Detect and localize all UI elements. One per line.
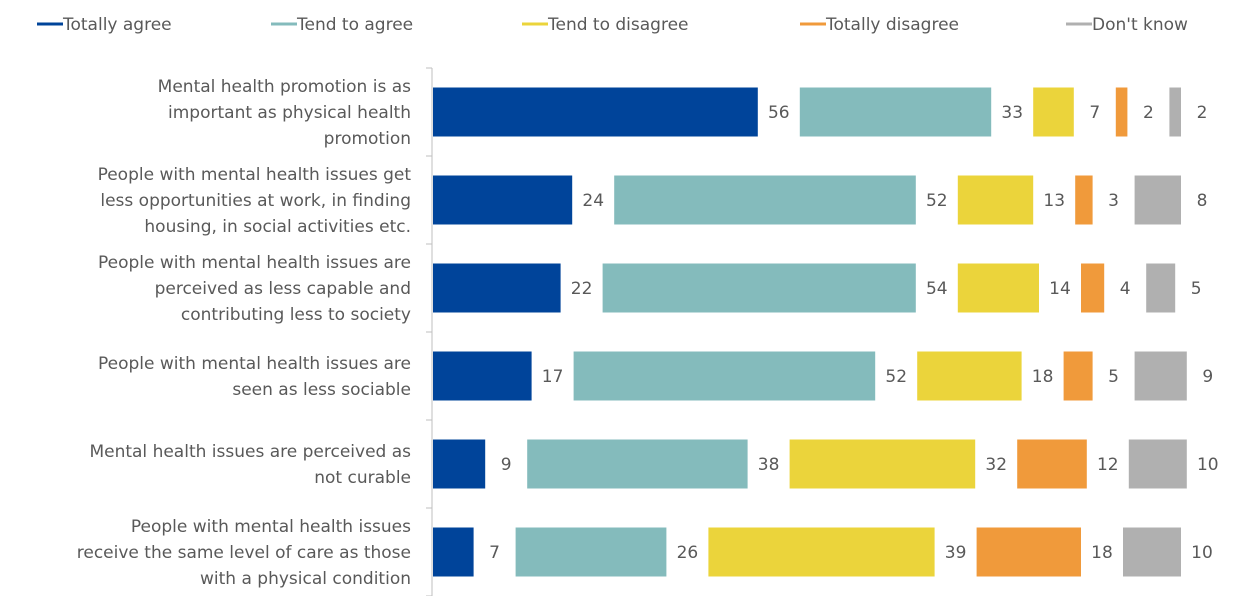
bar-totally-agree bbox=[433, 527, 474, 577]
legend-label-don-t-know: Don't know bbox=[1092, 15, 1188, 35]
data-label-totally-agree: 24 bbox=[582, 191, 604, 211]
bar-totally-agree bbox=[433, 175, 573, 225]
bar-totally-agree bbox=[433, 263, 561, 313]
data-label-don-t-know: 5 bbox=[1191, 279, 1202, 299]
legend-label-tend-to-disagree: Tend to disagree bbox=[547, 15, 689, 35]
data-label-totally-disagree: 12 bbox=[1097, 455, 1119, 475]
data-label-tend-to-disagree: 13 bbox=[1043, 191, 1065, 211]
bar-tend-to-agree bbox=[602, 263, 916, 313]
data-label-totally-disagree: 5 bbox=[1108, 367, 1119, 387]
data-label-tend-to-agree: 38 bbox=[758, 455, 780, 475]
bar-totally-agree bbox=[433, 439, 486, 489]
data-label-totally-agree: 56 bbox=[768, 103, 790, 123]
data-label-totally-agree: 17 bbox=[542, 367, 564, 387]
bar-tend-to-disagree bbox=[957, 175, 1034, 225]
data-label-totally-disagree: 4 bbox=[1120, 279, 1131, 299]
data-label-don-t-know: 9 bbox=[1202, 367, 1213, 387]
category-label: Mental health issues are perceived as not… bbox=[89, 442, 411, 488]
data-label-don-t-know: 2 bbox=[1197, 103, 1208, 123]
bar-don-t-know bbox=[1128, 439, 1187, 489]
bar-don-t-know bbox=[1169, 87, 1181, 137]
bar-tend-to-agree bbox=[527, 439, 748, 489]
bar-tend-to-disagree bbox=[789, 439, 976, 489]
bar-tend-to-agree bbox=[515, 527, 667, 577]
data-label-tend-to-agree: 26 bbox=[677, 543, 699, 563]
data-label-tend-to-agree: 52 bbox=[885, 367, 907, 387]
data-label-tend-to-agree: 54 bbox=[926, 279, 948, 299]
bar-tend-to-disagree bbox=[708, 527, 935, 577]
bar-totally-disagree bbox=[976, 527, 1081, 577]
data-label-don-t-know: 8 bbox=[1197, 191, 1208, 211]
category-label: Mental health promotion is as important a… bbox=[158, 77, 411, 149]
legend-label-tend-to-agree: Tend to agree bbox=[296, 15, 413, 35]
bars: 56 33 7 2 224 52 13 3 822 54 14 4 517 52 18 5 99 38 32 12 10… bbox=[433, 87, 1219, 577]
bar-totally-disagree bbox=[1017, 439, 1087, 489]
legend-label-totally-agree: Totally agree bbox=[62, 15, 172, 35]
data-label-tend-to-disagree: 32 bbox=[985, 455, 1007, 475]
legend-label-totally-disagree: Totally disagree bbox=[825, 15, 959, 35]
category-labels: Mental health promotion is as important a… bbox=[77, 77, 412, 589]
data-label-totally-agree: 9 bbox=[501, 455, 512, 475]
data-label-tend-to-agree: 33 bbox=[1001, 103, 1023, 123]
category-label: People with mental health issues receive … bbox=[77, 517, 411, 589]
bar-totally-disagree bbox=[1063, 351, 1093, 401]
bar-don-t-know bbox=[1123, 527, 1181, 577]
data-label-tend-to-disagree: 7 bbox=[1089, 103, 1100, 123]
bar-don-t-know bbox=[1134, 351, 1187, 401]
data-label-tend-to-agree: 52 bbox=[926, 191, 948, 211]
category-label: People with mental health issues are seen… bbox=[98, 354, 411, 400]
bar-tend-to-agree bbox=[614, 175, 916, 225]
data-label-totally-disagree: 18 bbox=[1091, 543, 1113, 563]
bar-tend-to-disagree bbox=[957, 263, 1039, 313]
data-label-don-t-know: 10 bbox=[1191, 543, 1213, 563]
bar-totally-agree bbox=[433, 351, 532, 401]
bar-tend-to-disagree bbox=[1033, 87, 1074, 137]
category-label: People with mental health issues get less… bbox=[98, 165, 412, 237]
bar-totally-disagree bbox=[1115, 87, 1128, 137]
bar-totally-disagree bbox=[1081, 263, 1105, 313]
bar-don-t-know bbox=[1134, 175, 1181, 225]
data-label-don-t-know: 10 bbox=[1197, 455, 1219, 475]
bar-totally-agree bbox=[433, 87, 758, 137]
bar-tend-to-disagree bbox=[917, 351, 1022, 401]
category-label: People with mental health issues are perc… bbox=[98, 253, 411, 325]
data-label-tend-to-disagree: 18 bbox=[1032, 367, 1054, 387]
data-label-totally-disagree: 2 bbox=[1143, 103, 1154, 123]
legend: Totally agree Tend to agree Tend to disagr… bbox=[37, 15, 1188, 35]
data-label-totally-disagree: 3 bbox=[1108, 191, 1119, 211]
data-label-totally-agree: 7 bbox=[489, 543, 500, 563]
data-label-tend-to-disagree: 39 bbox=[945, 543, 967, 563]
bar-totally-disagree bbox=[1075, 175, 1093, 225]
category-axis bbox=[426, 67, 433, 596]
bar-don-t-know bbox=[1146, 263, 1176, 313]
bar-tend-to-agree bbox=[573, 351, 876, 401]
data-label-tend-to-disagree: 14 bbox=[1049, 279, 1071, 299]
bar-tend-to-agree bbox=[799, 87, 992, 137]
data-label-totally-agree: 22 bbox=[571, 279, 593, 299]
